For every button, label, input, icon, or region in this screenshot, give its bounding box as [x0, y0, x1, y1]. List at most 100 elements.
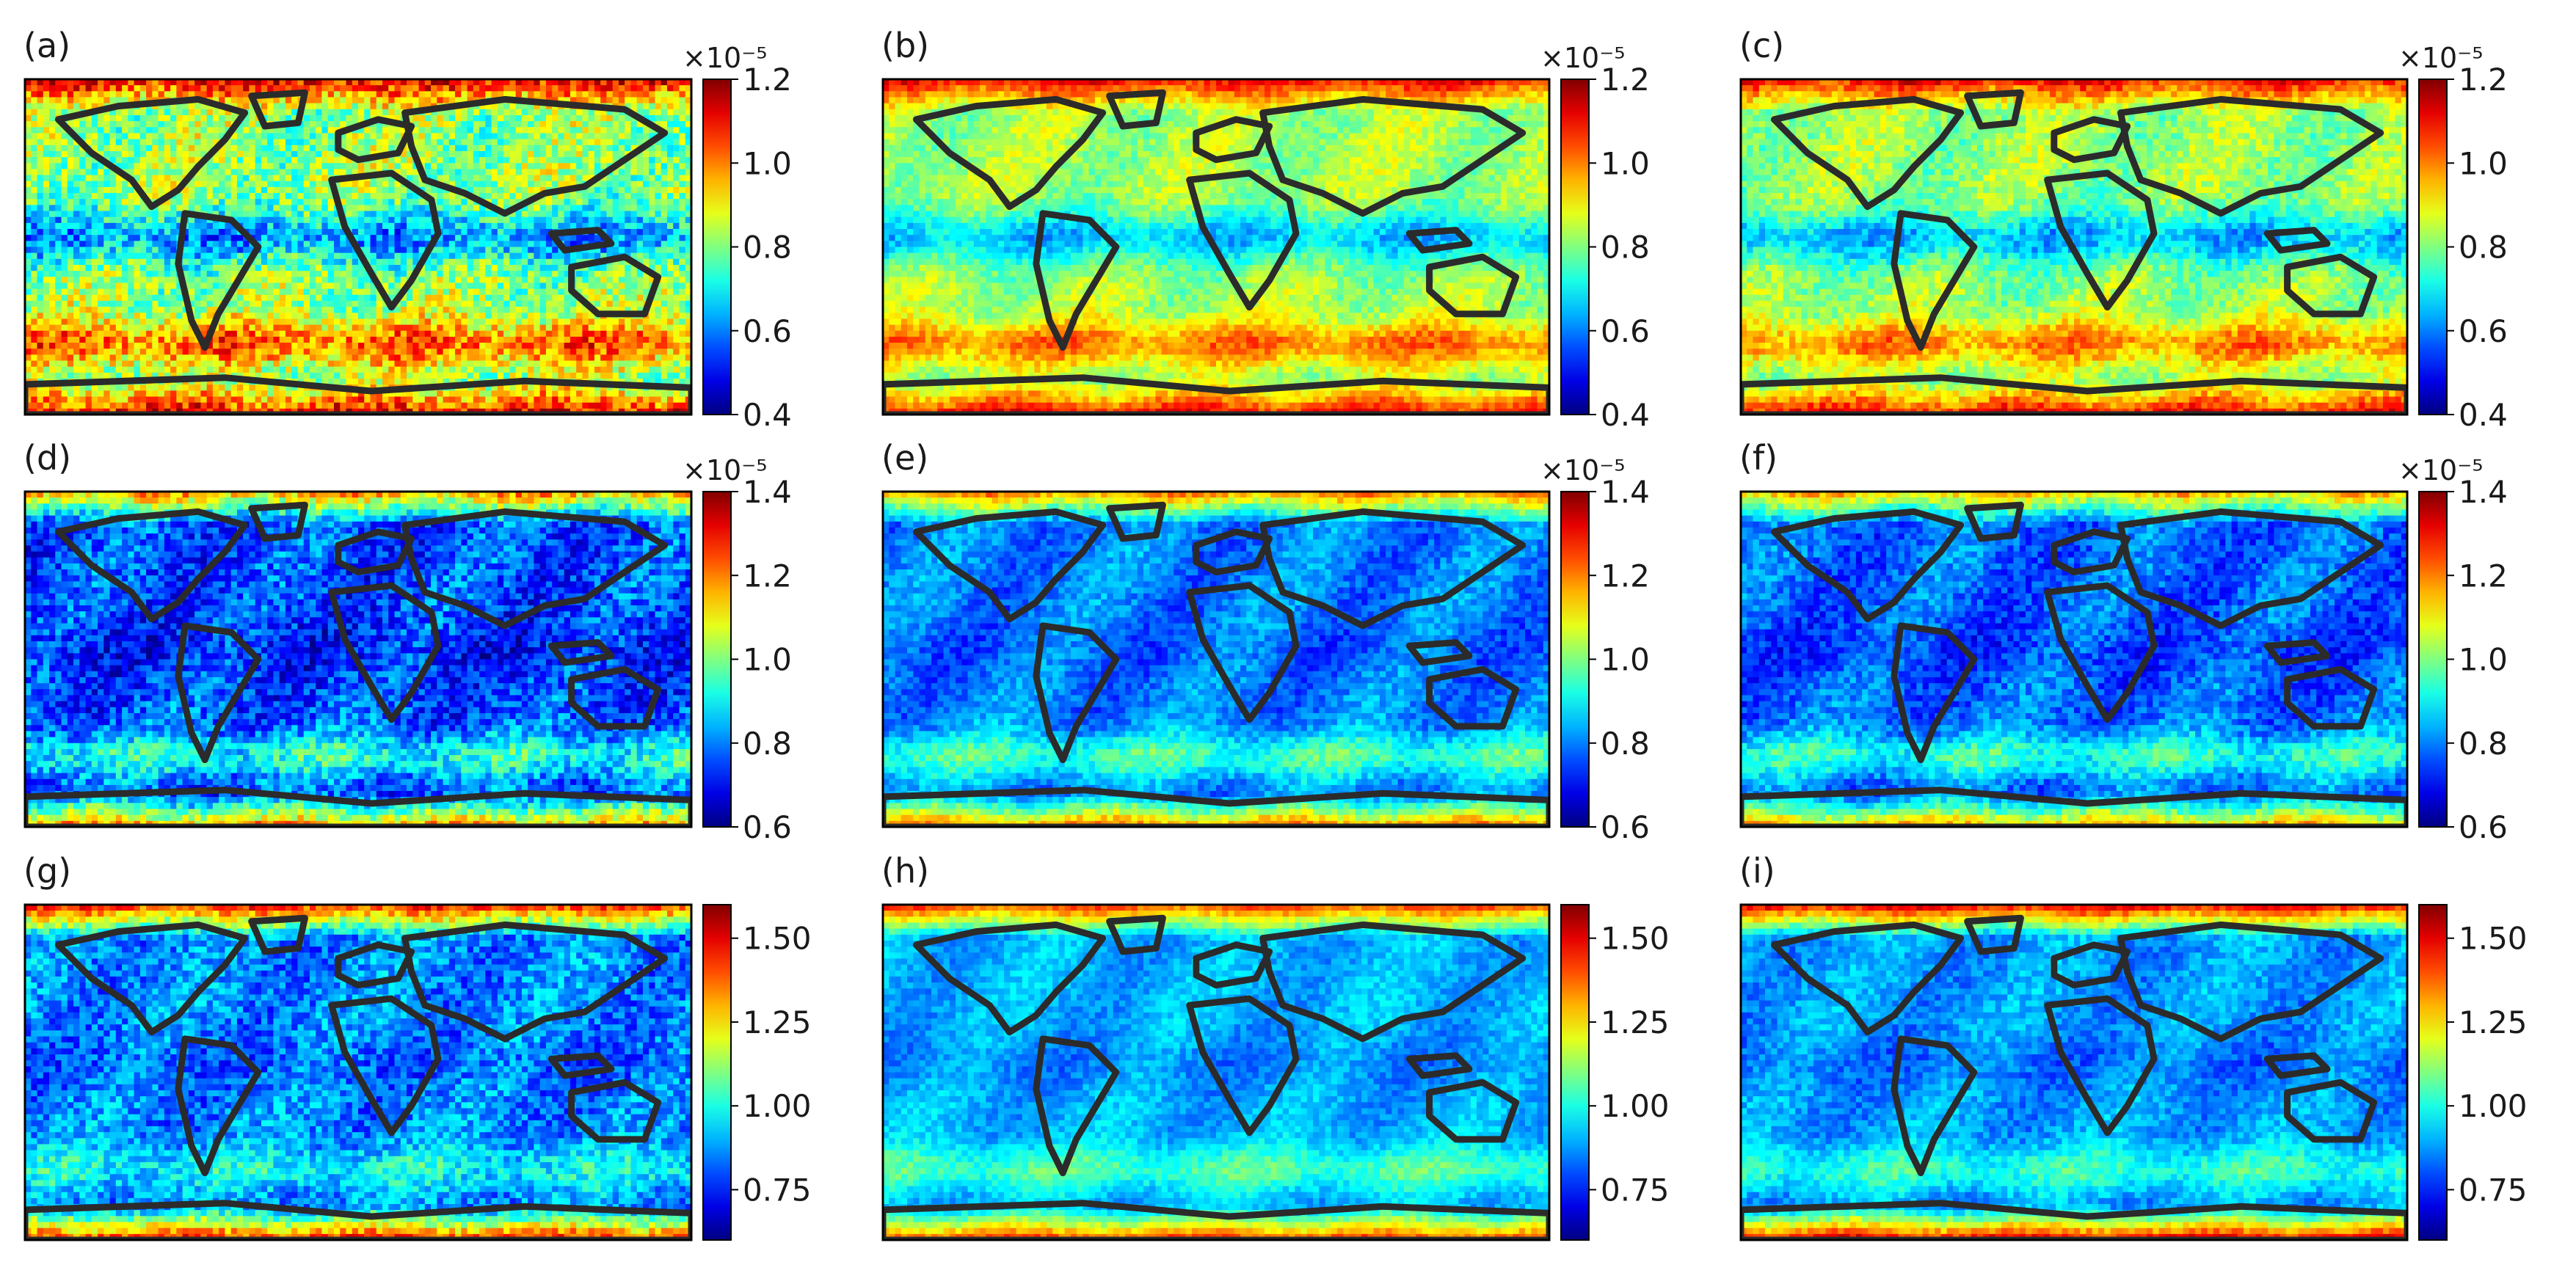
colorbar-tick-label: 0.8 [2459, 230, 2508, 266]
colorbar-tick-label: 0.8 [743, 230, 792, 266]
panel-label: (b) [881, 26, 929, 65]
colorbar-tick-label: 1.0 [1601, 145, 1650, 181]
map-frame [1739, 78, 2409, 416]
colorbar-tick-label: 1.00 [2459, 1088, 2528, 1124]
coastlines [883, 89, 1549, 415]
colorbar-tick-label: 1.2 [1601, 558, 1650, 594]
colorbar-tick-label: 1.50 [743, 921, 812, 957]
colorbar-tick-label: 1.25 [743, 1004, 812, 1040]
panel-d: (d) 0.6 0.8 1.0 1.2 1.4×10⁻⁵ [23, 438, 792, 845]
colorbar: 0.4 0.6 0.8 1.0 1.2×10⁻⁵ [683, 42, 792, 433]
colorbar-gradient [702, 79, 732, 415]
panel-f: (f) 0.6 0.8 1.0 1.2 1.4×10⁻⁵ [1739, 438, 2508, 845]
panel-g: (g) 0.75 1.00 1.25 1.50 [23, 851, 812, 1241]
panel-label: (d) [23, 438, 71, 478]
panel-label: (a) [23, 26, 70, 65]
colorbar-tick-label: 1.4 [1601, 474, 1650, 510]
map-frame [881, 490, 1551, 828]
panel-label: (i) [1739, 851, 1775, 891]
panel-e: (e) 0.6 0.8 1.0 1.2 1.4×10⁻⁵ [881, 438, 1650, 845]
map-frame [23, 490, 693, 828]
coastlines [883, 914, 1549, 1240]
heatmap-field [1741, 492, 2407, 827]
colorbar-tick-label: 0.75 [743, 1172, 812, 1208]
heatmap-field [883, 79, 1549, 415]
colorbar: 0.75 1.00 1.25 1.50 [702, 904, 812, 1241]
panel-label: (e) [881, 438, 928, 478]
heatmap-field [883, 492, 1549, 827]
coastlines [25, 501, 691, 827]
colorbar: 0.6 0.8 1.0 1.2 1.4×10⁻⁵ [2398, 454, 2508, 845]
colorbar: 0.75 1.00 1.25 1.50 [1560, 904, 1670, 1241]
colorbar-gradient [1560, 79, 1590, 415]
panel-label: (h) [881, 851, 929, 891]
colorbar: 0.4 0.6 0.8 1.0 1.2×10⁻⁵ [2398, 42, 2508, 433]
colorbar: 0.75 1.00 1.25 1.50 [2418, 904, 2528, 1241]
colorbar-tick-label: 0.4 [743, 397, 792, 433]
colorbar-tick-label: 1.0 [2459, 642, 2508, 678]
colorbar-tick-label: 0.8 [1601, 230, 1650, 266]
colorbar-tick-label: 1.25 [1601, 1004, 1670, 1040]
coastlines [883, 501, 1549, 827]
coastlines [25, 89, 691, 415]
colorbar-tick-label: 1.2 [1601, 62, 1650, 98]
colorbar: 0.4 0.6 0.8 1.0 1.2×10⁻⁵ [1540, 42, 1650, 433]
colorbar-tick-label: 1.50 [1601, 921, 1670, 957]
colorbar-tick-label: 1.0 [1601, 642, 1650, 678]
colorbar-tick-label: 1.0 [743, 145, 792, 181]
colorbar-multiplier: ×10⁻⁵ [2398, 42, 2483, 74]
colorbar: 0.6 0.8 1.0 1.2 1.4×10⁻⁵ [683, 454, 792, 845]
heatmap-field [25, 905, 691, 1240]
colorbar-tick-label: 1.2 [743, 62, 792, 98]
colorbar-gradient [1560, 904, 1590, 1241]
heatmap-field [25, 492, 691, 827]
colorbar-tick-label: 1.00 [743, 1088, 812, 1124]
colorbar-multiplier: ×10⁻⁵ [683, 454, 767, 486]
colorbar-tick-label: 0.75 [1601, 1172, 1670, 1208]
heatmap-field [1741, 79, 2407, 415]
colorbar-tick-label: 0.6 [2459, 313, 2508, 349]
colorbar-tick-label: 1.0 [743, 642, 792, 678]
map-frame [1739, 903, 2409, 1241]
colorbar-tick-label: 0.6 [2459, 809, 2508, 845]
colorbar-gradient [702, 904, 732, 1241]
coastlines [1741, 914, 2407, 1240]
colorbar-tick-label: 1.4 [743, 474, 792, 510]
panel-a: (a) 0.4 0.6 0.8 1.0 1.2×10⁻⁵ [23, 26, 792, 433]
colorbar-gradient [2418, 491, 2448, 828]
colorbar-tick-label: 1.50 [2459, 921, 2528, 957]
colorbar-multiplier: ×10⁻⁵ [1540, 42, 1625, 74]
colorbar-tick-label: 0.6 [743, 809, 792, 845]
colorbar-tick-label: 1.2 [2459, 62, 2508, 98]
colorbar-tick-label: 0.6 [743, 313, 792, 349]
panel-i: (i) 0.75 1.00 1.25 1.50 [1739, 851, 2528, 1241]
coastlines [1741, 89, 2407, 415]
colorbar-tick-label: 1.25 [2459, 1004, 2528, 1040]
colorbar-tick-label: 1.0 [2459, 145, 2508, 181]
colorbar-gradient [2418, 79, 2448, 415]
colorbar-gradient [1560, 491, 1590, 828]
panel-label: (f) [1739, 438, 1778, 478]
colorbar-tick-label: 0.4 [2459, 397, 2508, 433]
colorbar-gradient [702, 491, 732, 828]
colorbar-tick-label: 0.75 [2459, 1172, 2528, 1208]
panel-c: (c) 0.4 0.6 0.8 1.0 1.2×10⁻⁵ [1739, 26, 2508, 433]
heatmap-field [883, 905, 1549, 1240]
colorbar-tick-label: 1.2 [2459, 558, 2508, 594]
colorbar-tick-label: 1.2 [743, 558, 792, 594]
map-frame [881, 78, 1551, 416]
map-frame [1739, 490, 2409, 828]
colorbar-tick-label: 1.00 [1601, 1088, 1670, 1124]
map-frame [881, 903, 1551, 1241]
colorbar-multiplier: ×10⁻⁵ [2398, 454, 2483, 486]
colorbar-tick-label: 0.6 [1601, 313, 1650, 349]
colorbar-tick-label: 0.8 [2459, 726, 2508, 762]
panel-label: (g) [23, 851, 71, 891]
colorbar-tick-label: 0.6 [1601, 809, 1650, 845]
heatmap-field [25, 79, 691, 415]
colorbar-tick-label: 0.8 [1601, 726, 1650, 762]
colorbar-multiplier: ×10⁻⁵ [1540, 454, 1625, 486]
colorbar-tick-label: 1.4 [2459, 474, 2508, 510]
coastlines [25, 914, 691, 1240]
